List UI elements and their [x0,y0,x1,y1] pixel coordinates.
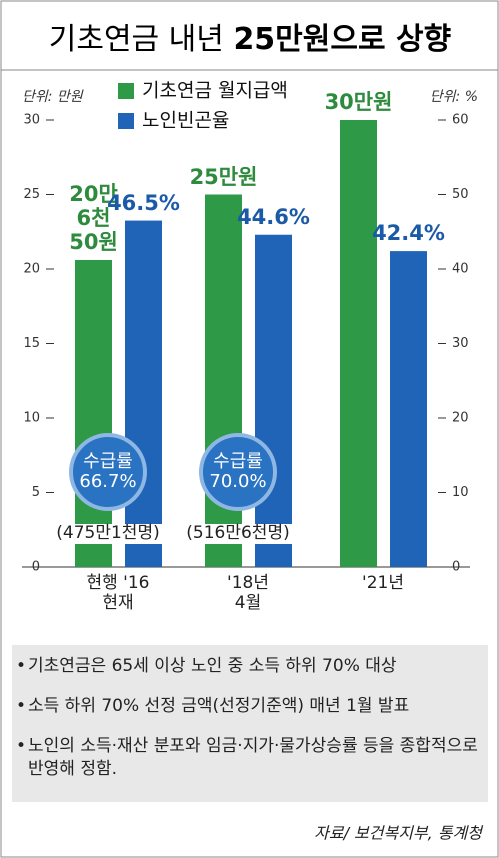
title-text: 기초연금 내년 [49,22,224,57]
y2-unit: 단위: % [430,89,478,105]
y-tick-label: 15 [23,336,40,351]
y-tick-label: 20 [23,262,40,277]
y2-tick-label: 40 [452,262,469,277]
y-tick-label: 30 [23,113,40,128]
y-tick-label: 25 [23,187,40,202]
source: 자료/ 보건복지부, 통계청 [314,824,484,843]
bar [125,220,162,567]
value-label: 20만 6천 50원 [69,181,118,255]
bubble [199,433,277,511]
y2-tick-label: 50 [452,187,469,202]
bar [75,259,112,567]
note: 기초연금은 65세 이상 노인 중 소득 하위 70% 대상 [16,655,483,678]
value-label: 30만원 [324,90,393,114]
y2-tick-label: 60 [452,113,469,128]
bar [390,251,427,567]
x-tick-label: '21년 [362,573,404,593]
note: 소득 하위 70% 선정 금액(선정기준액) 매년 1월 발표 [16,695,483,718]
legend-label: 기초연금 월지급액 [142,80,288,102]
value-label: 25만원 [189,164,258,189]
value-label: 46.5% [107,190,180,215]
legend-label: 노인빈곤율 [142,110,229,132]
bar [340,120,377,567]
bubble-text: 수급률 66.7% [79,450,137,493]
y2-tick-label: 0 [452,560,460,575]
bubble-caption: (516만6천명) [168,523,308,544]
title-highlight: 25만원으로 상향 [233,22,451,57]
y-tick-label: 0 [32,560,40,575]
y2-tick-label: 20 [452,411,469,426]
value-label: 44.6% [237,204,310,229]
y-unit: 단위: 만원 [22,89,84,105]
y2-tick-label: 10 [452,485,469,500]
bubble [69,433,147,511]
x-tick-label: 현행 '16 현재 [86,573,150,613]
legend-swatch [118,113,134,129]
legend-swatch [118,83,134,99]
x-tick-label: '18년 4월 [227,573,269,613]
y2-tick-label: 30 [452,336,469,351]
y-tick-label: 5 [32,485,40,500]
note: 노인의 소득·재산 분포와 임금·지가·물가상승률 등을 종합적으로 반영해 정… [16,735,483,781]
value-label: 42.4% [372,221,445,246]
bar [255,234,292,568]
bubble-text: 수급률 70.0% [209,450,267,493]
y-tick-label: 10 [23,411,40,426]
chart-title: 기초연금 내년 25만원으로 상향 [49,22,451,57]
bubble-caption: (475만1천명) [38,523,178,544]
bar [205,194,242,567]
